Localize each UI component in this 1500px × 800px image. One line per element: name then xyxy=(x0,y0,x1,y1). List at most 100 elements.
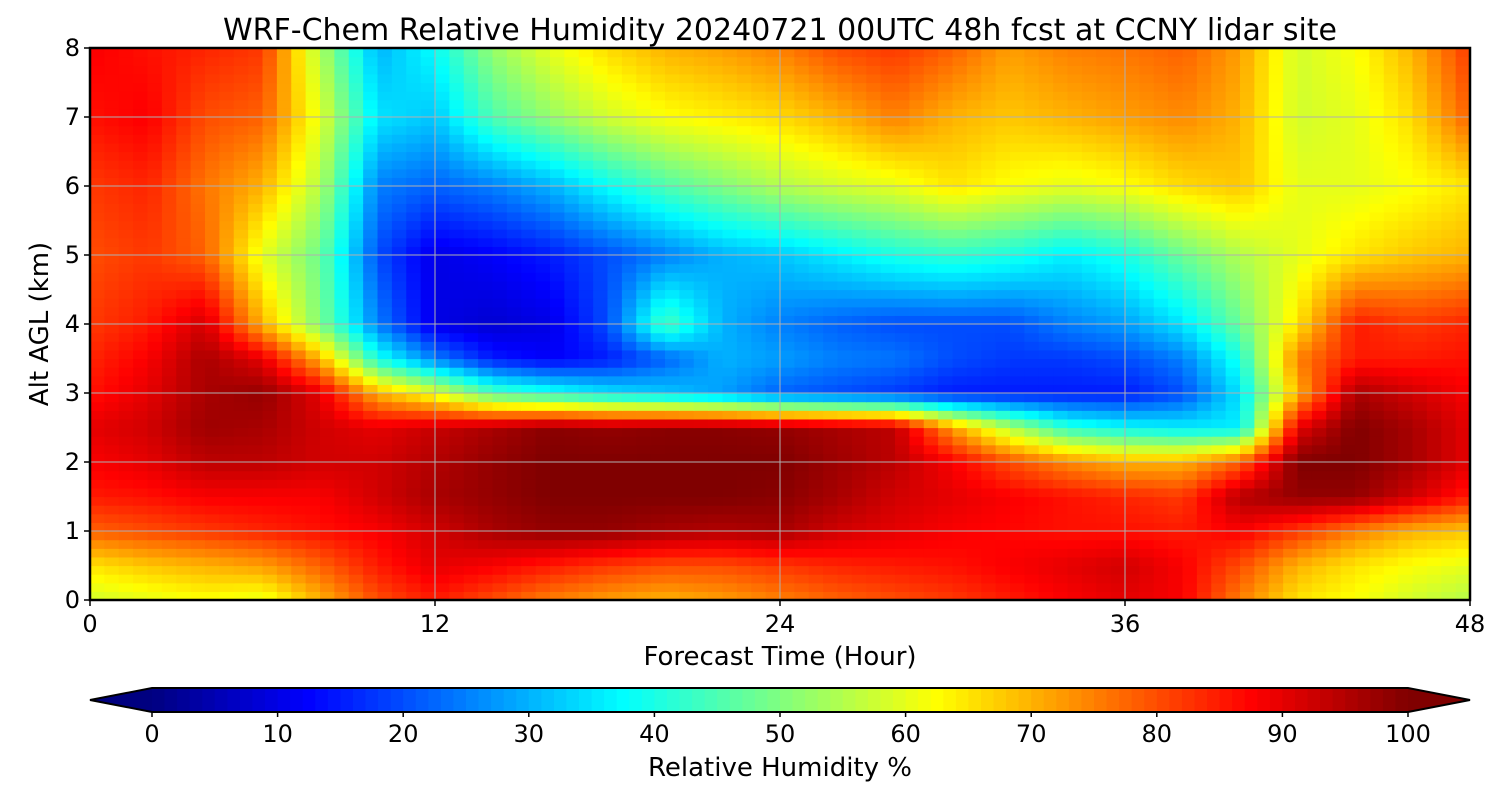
heatmap-cell xyxy=(794,324,810,334)
heatmap-cell xyxy=(435,393,450,403)
heatmap-cell xyxy=(851,436,867,446)
heatmap-cell xyxy=(1211,246,1227,256)
heatmap-cell xyxy=(952,574,968,584)
heatmap-cell xyxy=(736,418,752,429)
heatmap-cell xyxy=(320,582,335,592)
heatmap-cell xyxy=(1067,358,1083,368)
heatmap-cell xyxy=(722,574,738,584)
heatmap-cell xyxy=(578,272,594,282)
heatmap-cell xyxy=(708,384,724,394)
heatmap-cell xyxy=(190,556,206,567)
heatmap-cell xyxy=(1441,384,1457,394)
heatmap-cell xyxy=(895,410,910,420)
heatmap-cell xyxy=(118,289,134,299)
heatmap-cell xyxy=(650,203,666,213)
heatmap-cell xyxy=(808,539,824,549)
heatmap-cell xyxy=(176,168,192,178)
heatmap-cell xyxy=(1254,444,1270,454)
heatmap-cell xyxy=(981,280,997,291)
heatmap-cell xyxy=(981,522,997,532)
heatmap-cell xyxy=(133,548,149,558)
heatmap-cell xyxy=(1355,237,1370,247)
heatmap-cell xyxy=(1168,280,1184,291)
heatmap-cell xyxy=(607,591,623,600)
heatmap-cell xyxy=(1081,470,1097,480)
heatmap-cell xyxy=(578,315,594,325)
heatmap-cell xyxy=(1110,462,1126,472)
heatmap-cell xyxy=(1211,410,1227,420)
heatmap-cell xyxy=(621,479,637,489)
heatmap-cell xyxy=(607,505,623,515)
heatmap-cell xyxy=(1096,470,1112,480)
heatmap-cell xyxy=(1053,418,1069,429)
heatmap-cell xyxy=(866,375,882,385)
heatmap-cell xyxy=(794,168,810,178)
heatmap-cell xyxy=(118,298,134,308)
heatmap-cell xyxy=(1455,358,1470,368)
heatmap-cell xyxy=(90,324,105,334)
heatmap-cell xyxy=(665,229,680,239)
heatmap-cell xyxy=(1283,324,1299,334)
heatmap-cell xyxy=(722,298,738,308)
heatmap-cell xyxy=(751,289,767,299)
heatmap-cell xyxy=(262,263,278,273)
heatmap-cell xyxy=(722,349,738,360)
heatmap-cell xyxy=(506,168,522,178)
heatmap-cell xyxy=(233,401,249,411)
heatmap-cell xyxy=(1038,280,1054,291)
heatmap-cell xyxy=(1398,315,1414,325)
heatmap-cell xyxy=(1326,539,1342,549)
heatmap-cell xyxy=(1182,263,1198,273)
heatmap-cell xyxy=(1426,479,1442,489)
heatmap-cell xyxy=(176,280,192,291)
heatmap-cell xyxy=(1081,341,1097,351)
heatmap-cell xyxy=(736,479,752,489)
heatmap-cell xyxy=(262,315,278,325)
heatmap-cell xyxy=(938,203,954,213)
heatmap-cell xyxy=(722,444,738,454)
heatmap-cell xyxy=(90,367,105,377)
heatmap-cell xyxy=(1125,246,1140,256)
heatmap-cell xyxy=(564,349,580,360)
heatmap-cell xyxy=(564,306,580,316)
heatmap-cell xyxy=(1297,574,1313,584)
heatmap-cell xyxy=(938,306,954,316)
heatmap-cell xyxy=(449,436,465,446)
heatmap-cell xyxy=(722,255,738,265)
heatmap-cell xyxy=(118,324,134,334)
heatmap-cell xyxy=(219,255,235,265)
heatmap-cell xyxy=(650,194,666,204)
heatmap-cell xyxy=(736,237,752,247)
heatmap-cell xyxy=(1125,289,1140,299)
heatmap-cell xyxy=(938,513,954,523)
heatmap-cell xyxy=(765,220,781,230)
heatmap-cell xyxy=(851,453,867,463)
heatmap-cell xyxy=(880,436,896,446)
heatmap-cell xyxy=(1225,367,1241,377)
heatmap-cell xyxy=(377,513,393,523)
heatmap-cell xyxy=(506,358,522,368)
heatmap-cell xyxy=(521,358,537,368)
heatmap-cell xyxy=(320,367,335,377)
heatmap-cell xyxy=(823,229,839,239)
heatmap-cell xyxy=(966,186,982,196)
heatmap-cell xyxy=(866,539,882,549)
heatmap-cell xyxy=(564,556,580,567)
heatmap-cell xyxy=(1268,401,1284,411)
heatmap-cell xyxy=(1110,556,1126,567)
heatmap-cell xyxy=(1455,470,1470,480)
heatmap-cell xyxy=(966,358,982,368)
heatmap-cell xyxy=(406,539,422,549)
heatmap-cell xyxy=(981,255,997,265)
heatmap-cell xyxy=(564,418,580,429)
heatmap-cell xyxy=(995,582,1011,592)
heatmap-cell xyxy=(435,298,450,308)
heatmap-cell xyxy=(1412,384,1428,394)
heatmap-cell xyxy=(751,582,767,592)
heatmap-cell xyxy=(118,263,134,273)
heatmap-cell xyxy=(1398,582,1414,592)
heatmap-cell xyxy=(995,315,1011,325)
heatmap-cell xyxy=(1412,280,1428,291)
heatmap-cell xyxy=(550,255,565,265)
heatmap-cell xyxy=(133,582,149,592)
